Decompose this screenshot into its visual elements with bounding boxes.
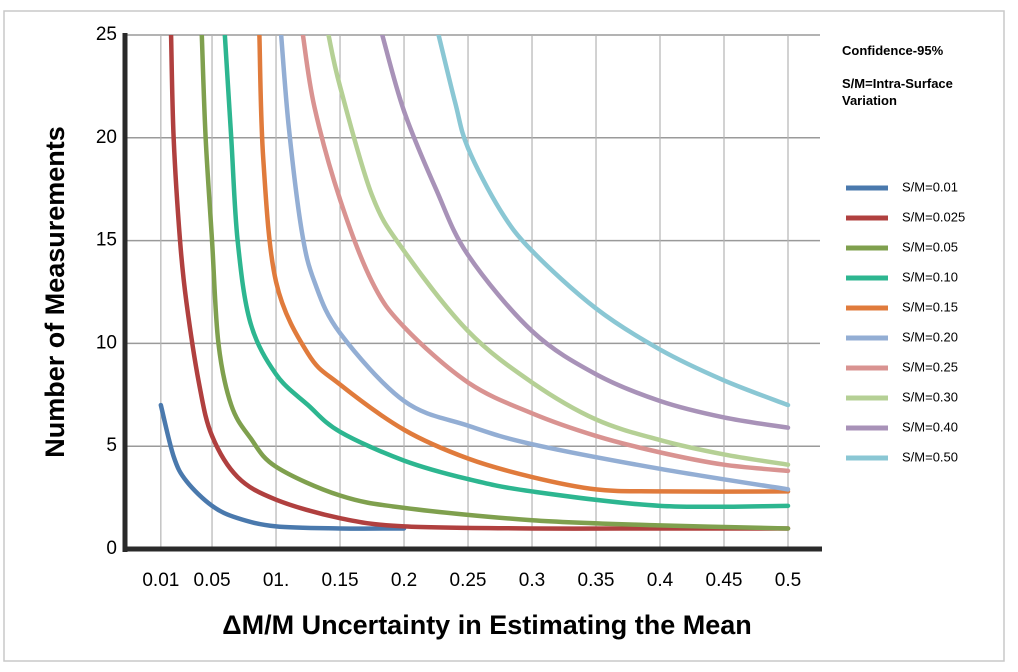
legend-label: S/M=0.25 [902,359,958,374]
legend-label: S/M=0.30 [902,389,958,404]
frame [3,10,1005,662]
series-line [380,35,791,430]
notes: Confidence-95% S/M=Intra-Surface Variati… [842,42,992,125]
legend-label: S/M=0.05 [902,239,958,254]
x-tick-label: 0.4 [647,570,674,591]
series-line [222,35,791,510]
series-line [300,35,791,474]
series-line [158,402,407,531]
series-line [199,35,791,531]
x-tick-label: 0.35 [578,570,615,591]
series-line [168,35,791,531]
y-tick-label: 25 [96,24,117,45]
y-tick-label: 10 [96,332,117,353]
lines [158,35,791,531]
legend-label: S/M=0.40 [902,419,958,434]
labels: 0 5 10 15 20 25 0.01 0.05 01. 0.15 0.2 0.25 0.3 0.35 0… [96,24,965,591]
series-line [436,35,791,408]
y-tick-label: 15 [96,230,117,251]
legend-label: S/M=0.15 [902,299,958,314]
legend-label: S/M=0.50 [902,449,958,464]
note: Confidence-95% [842,43,944,58]
x-tick-label: 0.5 [775,570,801,591]
x-tick-label: 0.15 [322,570,359,591]
x-tick-label: 0.01 [142,570,179,591]
y-axis-title: Number of Measurements [40,126,70,458]
x-tick-label: 0.05 [194,570,231,591]
series-line [278,35,791,492]
note: S/M=Intra-Surface Variation [842,76,953,108]
series-line [257,35,791,494]
legend-label: S/M=0.01 [902,179,958,194]
y-tick-label: 20 [96,127,117,148]
legend-label: S/M=0.10 [902,269,958,284]
x-tick-label: 0.45 [706,570,743,591]
y-tick-label: 5 [106,435,117,456]
x-tick-label: 01. [263,570,289,591]
series-line [326,35,791,467]
x-tick-label: 0.25 [450,570,487,591]
y-tick-label: 0 [106,538,117,559]
x-tick-label: 0.2 [391,570,417,591]
x-tick-label: 0.3 [519,570,545,591]
x-axis-title: ΔM/M Uncertainty in Estimating the Mean [222,610,751,640]
legend-label: S/M=0.025 [902,209,965,224]
legend-label: S/M=0.20 [902,329,958,344]
